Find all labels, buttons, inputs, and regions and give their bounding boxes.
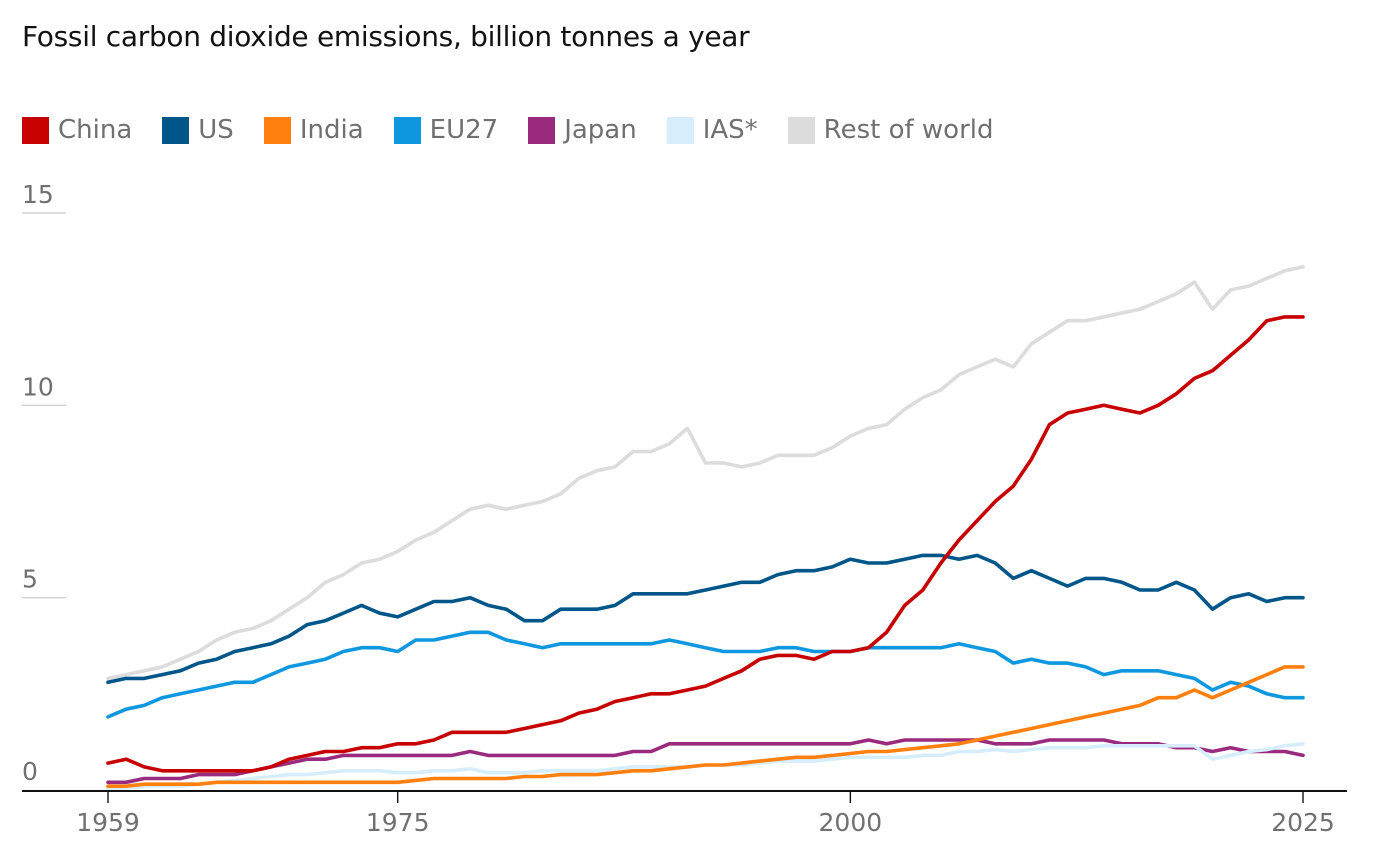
series-line-eu27 bbox=[106, 630, 1305, 719]
chart-legend: China US India EU27 Japan IAS* Rest of w… bbox=[22, 112, 1023, 148]
legend-swatch-eu27 bbox=[393, 116, 421, 144]
legend-label-japan: Japan bbox=[564, 115, 637, 145]
legend-item-eu27[interactable]: EU27 bbox=[393, 115, 499, 145]
x-tick-label-2000: 2000 bbox=[819, 808, 883, 837]
legend-label-india: India bbox=[299, 115, 364, 145]
series-line-china bbox=[106, 315, 1305, 773]
y-tick-label-15: 15 bbox=[22, 180, 54, 209]
legend-item-japan[interactable]: Japan bbox=[528, 115, 637, 145]
legend-item-india[interactable]: India bbox=[263, 115, 364, 145]
chart-title: Fossil carbon dioxide emissions, billion… bbox=[22, 20, 750, 53]
series-lines bbox=[106, 265, 1305, 790]
legend-swatch-japan bbox=[528, 116, 556, 144]
legend-item-rest-of-world[interactable]: Rest of world bbox=[787, 115, 994, 145]
x-axis: 1959 1975 2000 2025 bbox=[22, 790, 1347, 837]
legend-swatch-rest-of-world bbox=[787, 116, 815, 144]
x-tick-label-1959: 1959 bbox=[76, 808, 140, 837]
series-line-us bbox=[106, 553, 1305, 685]
series-line-japan bbox=[106, 738, 1305, 785]
y-tick-label-0: 0 bbox=[22, 757, 38, 786]
legend-swatch-india bbox=[263, 116, 291, 144]
series-line-india bbox=[106, 665, 1305, 789]
legend-label-china: China bbox=[58, 115, 133, 145]
legend-label-us: US bbox=[198, 115, 234, 145]
legend-label-ias: IAS* bbox=[702, 115, 758, 145]
legend-item-china[interactable]: China bbox=[22, 115, 132, 145]
y-tick-label-10: 10 bbox=[22, 372, 54, 401]
legend-swatch-us bbox=[162, 116, 190, 144]
series-line-rest-of-world bbox=[106, 265, 1305, 681]
x-tick-label-1975: 1975 bbox=[366, 808, 430, 837]
legend-label-rest-of-world: Rest of world bbox=[823, 115, 994, 145]
legend-swatch-ias bbox=[666, 116, 694, 144]
legend-label-eu27: EU27 bbox=[429, 115, 499, 145]
gridlines bbox=[22, 212, 66, 599]
legend-item-ias[interactable]: IAS* bbox=[666, 115, 758, 145]
legend-item-us[interactable]: US bbox=[162, 115, 234, 145]
legend-swatch-china bbox=[22, 116, 49, 144]
x-tick-label-2025: 2025 bbox=[1271, 808, 1335, 837]
y-axis-ticks: 0 5 10 15 bbox=[22, 180, 54, 786]
y-tick-label-5: 5 bbox=[22, 565, 38, 594]
